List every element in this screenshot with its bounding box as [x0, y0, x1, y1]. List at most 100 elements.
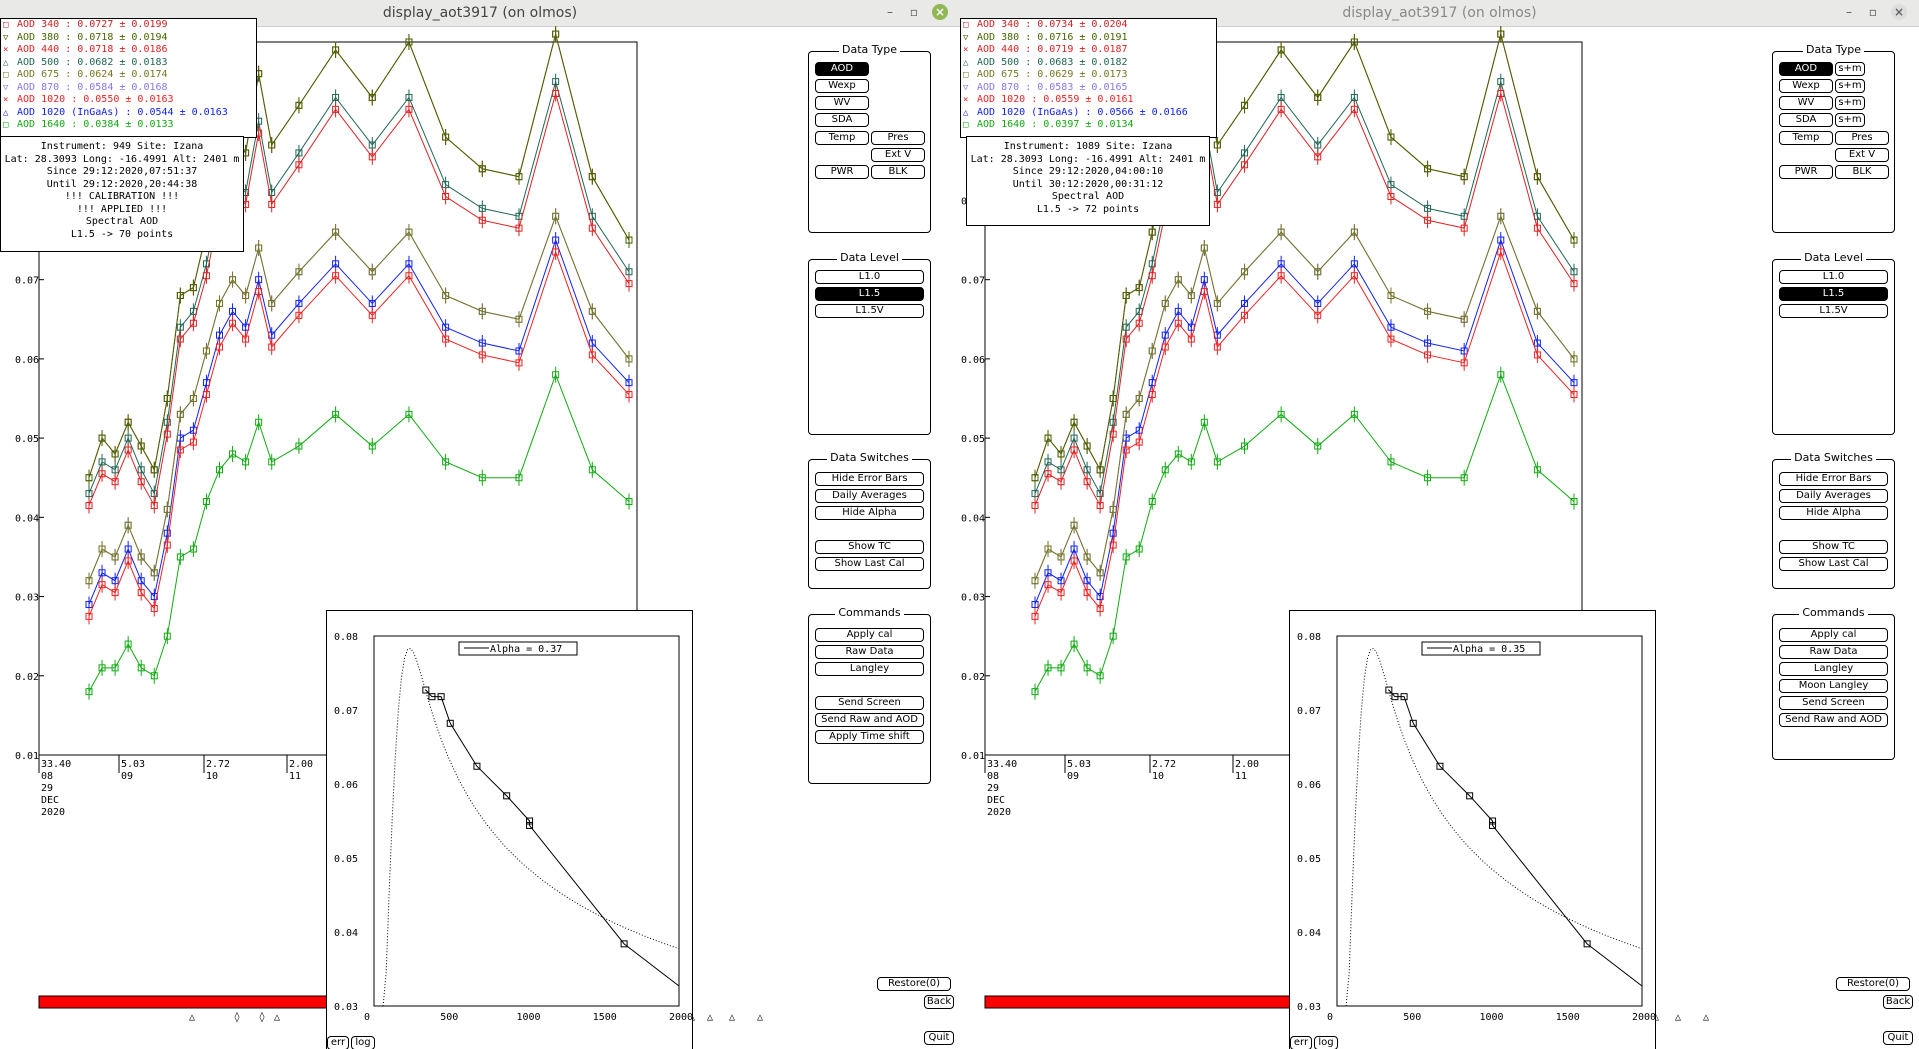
series-line	[85, 366, 633, 700]
data-level-button[interactable]: L1.5	[1779, 287, 1888, 301]
legend-label: AOD 870	[17, 81, 60, 93]
s-m-button[interactable]: s+m	[1835, 113, 1865, 127]
command-button[interactable]: Apply cal	[1779, 628, 1888, 642]
inset-x-tick-label: 2000	[1632, 1012, 1655, 1023]
legend-value: : 0.0734 ± 0.0204	[1025, 19, 1128, 30]
data-type-sda-button[interactable]: SDA	[1779, 113, 1833, 127]
date-label: 2020	[41, 807, 65, 818]
legend-marker-icon: △	[3, 107, 9, 118]
inset-y-tick-label: 0.04	[1297, 928, 1321, 939]
series-line	[85, 85, 633, 514]
data-type-wexp-button[interactable]: Wexp	[1779, 79, 1833, 93]
data-switch-button[interactable]: Show Last Cal	[1779, 557, 1888, 571]
command-button[interactable]: Raw Data	[1779, 645, 1888, 659]
data-switch-button[interactable]: Hide Alpha	[1779, 506, 1888, 520]
ext_v-button[interactable]: Ext V	[871, 148, 925, 162]
back-button[interactable]: Back	[924, 995, 954, 1009]
x-tick-day: 11	[289, 771, 301, 782]
data-switch-button[interactable]: Hide Alpha	[815, 506, 924, 520]
pres-button[interactable]: Pres	[871, 131, 925, 145]
quit-button[interactable]: Quit	[1883, 1031, 1913, 1045]
alpha-legend	[458, 641, 578, 656]
inset-data-point	[1385, 686, 1393, 694]
legend-value: : 0.0624 ± 0.0174	[65, 69, 168, 80]
command-button[interactable]: Send Raw and AOD	[815, 713, 924, 727]
data-type-wv-button[interactable]: WV	[1779, 96, 1833, 110]
data-switch-button[interactable]: Show Last Cal	[815, 557, 924, 571]
panel-title-text: Data Type	[1802, 43, 1865, 56]
data-type-sda-button[interactable]: SDA	[815, 113, 869, 127]
minimize-icon[interactable]: –	[887, 5, 893, 19]
maximize-icon[interactable]: ▫	[909, 5, 919, 19]
legend-marker-icon: △	[3, 57, 9, 68]
minimize-icon[interactable]: –	[1846, 5, 1852, 19]
pwr-button[interactable]: PWR	[1779, 165, 1833, 179]
temp-button[interactable]: Temp	[1779, 131, 1833, 145]
series-line	[1031, 208, 1578, 589]
temp-button[interactable]: Temp	[815, 131, 869, 145]
data-switch-button[interactable]: Show TC	[815, 540, 924, 554]
legend-label: AOD 1020	[977, 94, 1026, 105]
pres-button[interactable]: Pres	[1835, 131, 1889, 145]
ext_v-button[interactable]: Ext V	[1835, 148, 1889, 162]
data-switch-button[interactable]: Hide Error Bars	[1779, 472, 1888, 486]
series-line	[85, 208, 633, 589]
log-button[interactable]: log	[1314, 1036, 1338, 1049]
data-type-wexp-button[interactable]: Wexp	[815, 79, 869, 93]
s-m-button[interactable]: s+m	[1835, 62, 1865, 76]
restore-button[interactable]: Restore(0)	[877, 977, 951, 991]
data-level-button[interactable]: L1.5V	[815, 304, 924, 318]
legend-item: × AOD 440 : 0.0719 ± 0.0187	[961, 44, 1216, 57]
data-level-button[interactable]: L1.0	[815, 270, 924, 284]
data-level-button[interactable]: L1.5V	[1779, 304, 1888, 318]
back-button[interactable]: Back	[1883, 995, 1913, 1009]
inset-data-point	[428, 693, 436, 701]
data-switch-button[interactable]: Show TC	[1779, 540, 1888, 554]
date-label: 29	[987, 783, 999, 794]
data-level-button[interactable]: L1.5	[815, 287, 924, 301]
command-button[interactable]: Raw Data	[815, 645, 924, 659]
command-button[interactable]: Send Screen	[1779, 696, 1888, 710]
blk-button[interactable]: BLK	[1835, 165, 1889, 179]
command-button[interactable]: Langley	[815, 662, 924, 676]
err-button[interactable]: err	[1290, 1036, 1312, 1049]
data-switch-button[interactable]: Hide Error Bars	[815, 472, 924, 486]
x-tick-label: 2.72	[206, 759, 230, 770]
restore-button[interactable]: Restore(0)	[1836, 977, 1910, 991]
data-type-aod-button[interactable]: AOD	[815, 62, 869, 76]
inset-data-point	[1409, 719, 1417, 727]
command-button[interactable]: Send Screen	[815, 696, 924, 710]
legend-marker-icon: □	[3, 120, 9, 130]
series-line	[85, 243, 633, 625]
legend-label: AOD 500	[977, 56, 1020, 68]
err-button[interactable]: err	[327, 1036, 349, 1049]
blk-button[interactable]: BLK	[871, 165, 925, 179]
close-icon[interactable]: ×	[1891, 4, 1907, 20]
data-switch-button[interactable]: Daily Averages	[815, 489, 924, 503]
legend-item: ▽ AOD 380 : 0.0718 ± 0.0194	[1, 32, 256, 45]
close-icon[interactable]: ×	[932, 4, 948, 20]
inset-frame	[1336, 635, 1643, 1007]
s-m-button[interactable]: s+m	[1835, 79, 1865, 93]
y-tick-label: 0.07	[961, 276, 985, 287]
command-button[interactable]: Apply cal	[815, 628, 924, 642]
command-button[interactable]: Langley	[1779, 662, 1888, 676]
data-switch-button[interactable]: Daily Averages	[1779, 489, 1888, 503]
event-marker-icon: △	[1703, 1012, 1709, 1023]
commands-panel: Commands Apply cal Raw Data Langley Moon Lan…	[1772, 606, 1895, 760]
data-type-aod-button[interactable]: AOD	[1779, 62, 1833, 76]
pwr-button[interactable]: PWR	[815, 165, 869, 179]
data-level-button[interactable]: L1.0	[1779, 270, 1888, 284]
window-title: display_aot3917 (on olmos)	[382, 5, 578, 21]
s-m-button[interactable]: s+m	[1835, 96, 1865, 110]
data-type-wv-button[interactable]: WV	[815, 96, 869, 110]
legend-item: △ AOD 1020 (InGaAs) : 0.0566 ± 0.0166	[961, 107, 1216, 120]
command-button[interactable]: Apply Time shift	[815, 730, 924, 744]
log-button[interactable]: log	[351, 1036, 375, 1049]
legend-label: AOD 500	[17, 56, 60, 68]
command-button[interactable]: Send Raw and AOD	[1779, 713, 1888, 727]
quit-button[interactable]: Quit	[924, 1031, 954, 1045]
maximize-icon[interactable]: ▫	[1868, 5, 1878, 19]
panel-title-text: Commands	[835, 606, 904, 619]
command-button[interactable]: Moon Langley	[1779, 679, 1888, 693]
